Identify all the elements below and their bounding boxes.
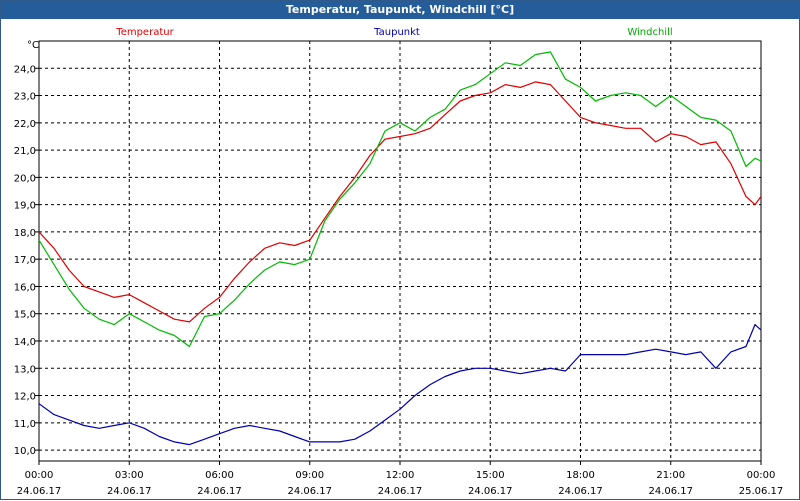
series-line-windchill [38, 51, 762, 348]
window-title: Temperatur, Taupunkt, Windchill [°C] [1, 1, 799, 19]
x-tick-time: 00:00 [747, 470, 776, 481]
y-tick-label: 22,0 [14, 119, 36, 130]
x-tick-date: 24.06.17 [17, 486, 62, 497]
x-tick-date: 24.06.17 [468, 486, 513, 497]
x-tick-time: 12:00 [386, 470, 415, 481]
x-tick-time: 00:00 [25, 470, 54, 481]
series-line-temperatur [38, 81, 762, 323]
x-tick-date: 24.06.17 [558, 486, 603, 497]
y-tick-label: 12,0 [14, 392, 36, 403]
x-tick-date: 24.06.17 [107, 486, 152, 497]
x-tick-time: 21:00 [656, 470, 685, 481]
y-tick-label: 17,0 [14, 255, 36, 266]
x-tick-date: 24.06.17 [378, 486, 423, 497]
y-tick-label: 19,0 [14, 201, 36, 212]
legend-windchill: Windchill [627, 27, 672, 38]
x-tick-time: 06:00 [205, 470, 234, 481]
y-tick-label: 21,0 [14, 146, 36, 157]
x-tick-date: 24.06.17 [648, 486, 693, 497]
y-tick-label: 20,0 [14, 173, 36, 184]
x-tick-date: 25.06.17 [739, 486, 784, 497]
y-tick-label: 23,0 [14, 92, 36, 103]
y-tick-label: 15,0 [14, 310, 36, 321]
y-tick-label: 13,0 [14, 364, 36, 375]
y-axis-ticks: 10,0 11,0 12,0 13,0 14,0 15,0 16,0 17,0 18,0 19,0… [14, 64, 39, 457]
x-tick-date: 24.06.17 [287, 486, 332, 497]
x-tick-time: 15:00 [476, 470, 505, 481]
x-tick-date: 24.06.17 [197, 486, 242, 497]
y-tick-label: 11,0 [14, 419, 36, 430]
x-tick-time: 18:00 [566, 470, 595, 481]
y-tick-label: 24,0 [14, 64, 36, 75]
x-tick-time: 09:00 [295, 470, 324, 481]
y-tick-label: 10,0 [14, 446, 36, 457]
series-line-taupunkt [38, 324, 762, 446]
y-tick-label: 18,0 [14, 228, 36, 239]
y-tick-label: 16,0 [14, 282, 36, 293]
x-axis-ticks: 00:00 24.06.17 03:00 24.06.17 06:00 24.06.17 0… [17, 461, 784, 497]
series-lines [38, 51, 762, 446]
x-tick-time: 03:00 [115, 470, 144, 481]
legend-taupunkt: Taupunkt [373, 27, 420, 38]
legend-temperatur: Temperatur [115, 27, 174, 38]
y-tick-label: 14,0 [14, 337, 36, 348]
y-axis-label: °C [27, 40, 39, 51]
grid-lines [39, 41, 761, 461]
